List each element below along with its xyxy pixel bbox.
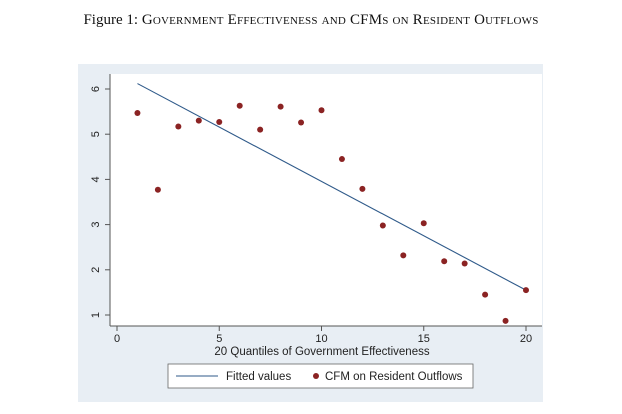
data-point — [298, 119, 305, 126]
legend-label-cfm: CFM on Resident Outflows — [325, 371, 463, 383]
x-tick-label: 20 — [520, 333, 532, 345]
data-point — [461, 260, 468, 267]
y-tick-label: 1 — [90, 312, 102, 318]
data-point — [236, 102, 243, 109]
data-point — [502, 317, 509, 324]
data-point — [175, 123, 182, 130]
data-point — [379, 222, 386, 229]
x-tick-label: 0 — [114, 333, 120, 345]
x-tick-label: 15 — [418, 333, 430, 345]
data-point — [318, 107, 325, 114]
data-point — [195, 117, 202, 124]
x-tick-label: 10 — [315, 333, 327, 345]
data-point — [400, 252, 407, 259]
data-point — [216, 118, 223, 125]
data-point — [277, 103, 284, 110]
fitted-values-line — [137, 83, 527, 291]
x-axis-title: 20 Quantiles of Government Effectiveness — [214, 346, 429, 358]
plot-area — [110, 74, 542, 326]
figure-label: Figure 1: — [83, 12, 139, 28]
figure-title: Government Effectiveness and CFMs on Res… — [141, 12, 539, 28]
y-tick-label: 2 — [90, 267, 102, 273]
figure-caption: Figure 1: Government Effectiveness and C… — [0, 12, 622, 29]
y-tick-label: 6 — [90, 86, 102, 92]
data-point — [482, 291, 489, 298]
data-point — [257, 126, 264, 133]
legend-label-fitted: Fitted values — [226, 371, 291, 383]
data-point — [134, 109, 141, 116]
x-tick-label: 5 — [216, 333, 222, 345]
data-point — [338, 156, 345, 163]
data-point — [441, 258, 448, 265]
data-point — [523, 287, 529, 294]
data-point — [420, 220, 427, 227]
y-tick-label: 5 — [90, 131, 102, 137]
data-point — [154, 186, 161, 193]
y-tick-label: 3 — [90, 222, 102, 228]
data-point — [359, 185, 366, 192]
legend-box — [167, 363, 474, 389]
y-tick-label: 4 — [90, 176, 102, 182]
legend-marker-swatch — [313, 373, 319, 379]
